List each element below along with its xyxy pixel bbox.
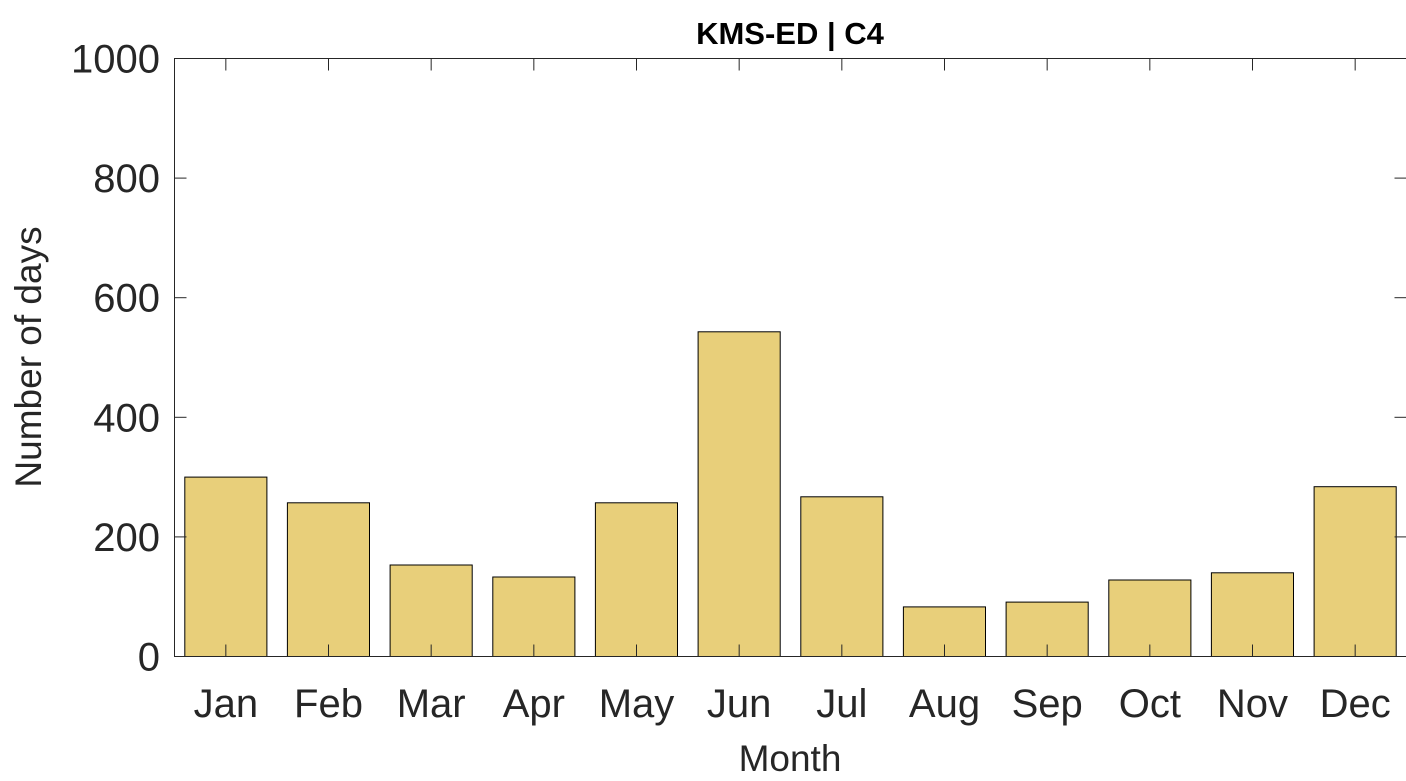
bar-jun (697, 331, 781, 657)
bar-nov (1210, 572, 1295, 657)
x-tick-label-nov: Nov (1217, 682, 1288, 726)
bar-mar (389, 564, 473, 657)
bar-oct (1108, 579, 1192, 657)
x-tick-label-jan: Jan (194, 682, 259, 726)
x-tick-label-oct: Oct (1119, 682, 1181, 726)
y-axis-label: Number of days (8, 226, 49, 487)
bar-may (594, 502, 679, 657)
x-axis-label: Month (739, 738, 842, 779)
bars-group (184, 331, 1397, 658)
x-tick-label-jun: Jun (707, 682, 772, 726)
x-axis: Jan Feb Mar Apr May Jun Jul Aug Sep Oct Nov Dec (194, 58, 1391, 726)
x-tick-label-feb: Feb (294, 682, 363, 726)
y-tick-label-0: 0 (138, 636, 160, 680)
plot-area-frame (174, 58, 1406, 657)
bar-jul (800, 496, 884, 657)
y-tick-label-1000: 1000 (71, 38, 160, 82)
bar-feb (286, 502, 370, 657)
x-tick-label-may: May (599, 682, 675, 726)
bar-dec (1313, 486, 1397, 658)
y-tick-label-800: 800 (93, 157, 160, 201)
y-tick-label-200: 200 (93, 516, 160, 560)
x-tick-label-jul: Jul (816, 682, 867, 726)
y-axis: 0 200 400 600 800 1000 (71, 38, 1406, 680)
bar-jan (184, 476, 268, 657)
y-tick-label-600: 600 (93, 277, 160, 321)
chart-title: KMS-ED | C4 (696, 16, 885, 51)
x-tick-label-apr: Apr (503, 682, 565, 726)
x-tick-label-aug: Aug (909, 682, 980, 726)
x-tick-label-sep: Sep (1012, 682, 1083, 726)
bar-sep (1005, 601, 1089, 657)
x-tick-label-mar: Mar (397, 682, 466, 726)
y-tick-label-400: 400 (93, 396, 160, 440)
x-tick-label-dec: Dec (1320, 682, 1391, 726)
bar-apr (492, 576, 576, 657)
